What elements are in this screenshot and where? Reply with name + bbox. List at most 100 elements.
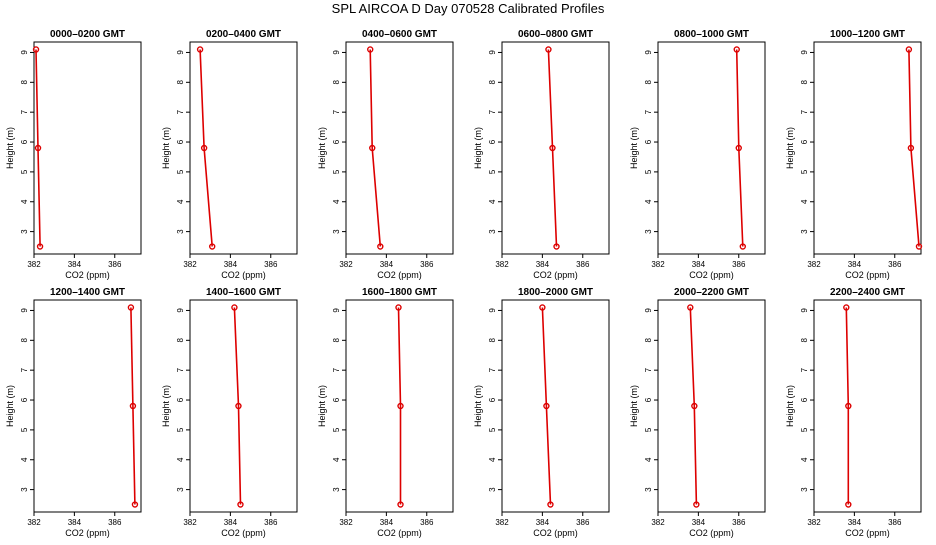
profile-line — [908, 49, 920, 247]
x-tick-label: 384 — [536, 518, 550, 527]
y-tick-label: 6 — [488, 397, 497, 402]
y-tick-label: 8 — [20, 338, 29, 343]
y-tick-label: 3 — [20, 487, 29, 492]
y-axis-label: Height (m) — [5, 127, 15, 169]
y-tick-label: 4 — [20, 199, 29, 204]
x-tick-label: 386 — [264, 260, 278, 269]
x-tick-label: 382 — [339, 260, 353, 269]
plot-frame — [813, 41, 922, 255]
x-tick-label: 386 — [420, 518, 434, 527]
x-tick-label: 382 — [651, 260, 665, 269]
plot-frame — [657, 299, 766, 513]
y-axis-label: Height (m) — [785, 385, 795, 427]
x-axis-label: CO2 (ppm) — [845, 528, 890, 538]
data-point — [395, 304, 402, 311]
profile-line — [845, 307, 850, 505]
data-point — [905, 46, 913, 53]
panel-title: 0000–0200 GMT — [50, 29, 125, 40]
x-tick-label: 384 — [224, 518, 238, 527]
data-point — [377, 243, 384, 250]
x-tick-label: 384 — [692, 260, 706, 269]
x-tick-label: 386 — [732, 518, 746, 527]
y-tick-label: 8 — [800, 80, 809, 85]
y-tick-label: 3 — [644, 487, 653, 492]
data-point — [691, 402, 698, 410]
data-point — [543, 402, 550, 410]
x-tick-label: 382 — [807, 518, 821, 527]
y-tick-label: 3 — [800, 487, 809, 492]
y-tick-label: 3 — [332, 229, 341, 234]
x-tick-label: 386 — [576, 260, 590, 269]
x-tick-label: 382 — [807, 260, 821, 269]
y-tick-label: 9 — [800, 50, 809, 55]
y-tick-label: 6 — [644, 139, 653, 144]
x-tick-label: 384 — [692, 518, 706, 527]
panel-title: 0800–1000 GMT — [674, 29, 749, 40]
panel-title: 1400–1600 GMT — [206, 287, 281, 298]
y-tick-label: 8 — [176, 80, 185, 85]
data-point — [687, 304, 694, 311]
x-tick-label: 386 — [576, 518, 590, 527]
y-tick-label: 5 — [644, 169, 653, 174]
y-tick-label: 5 — [332, 427, 341, 432]
y-tick-label: 5 — [644, 427, 653, 432]
y-tick-label: 8 — [176, 338, 185, 343]
x-tick-label: 386 — [888, 518, 902, 527]
y-axis-label: Height (m) — [5, 385, 15, 427]
y-tick-label: 9 — [488, 308, 497, 313]
data-point — [845, 402, 852, 410]
plot-frame — [501, 299, 610, 513]
y-axis-label: Height (m) — [161, 385, 171, 427]
y-tick-label: 5 — [800, 427, 809, 432]
x-axis-label: CO2 (ppm) — [845, 270, 890, 280]
y-tick-label: 9 — [20, 308, 29, 313]
y-tick-label: 8 — [644, 80, 653, 85]
y-axis-label: Height (m) — [629, 385, 639, 427]
profile-line — [199, 49, 213, 247]
y-axis-label: Height (m) — [629, 127, 639, 169]
x-axis-label: CO2 (ppm) — [377, 528, 422, 538]
data-point — [369, 144, 376, 152]
data-point — [547, 501, 554, 508]
data-point — [735, 144, 742, 152]
data-point — [915, 243, 923, 250]
data-point — [397, 501, 404, 508]
y-axis-label: Height (m) — [785, 127, 795, 169]
y-axis-label: Height (m) — [317, 385, 327, 427]
x-tick-label: 386 — [108, 260, 122, 269]
y-tick-label: 6 — [644, 397, 653, 402]
y-tick-label: 9 — [20, 50, 29, 55]
plot-frame — [189, 299, 298, 513]
profile-line — [130, 307, 136, 505]
y-tick-label: 3 — [332, 487, 341, 492]
y-tick-label: 8 — [488, 80, 497, 85]
y-tick-label: 8 — [644, 338, 653, 343]
x-tick-label: 384 — [68, 518, 82, 527]
data-point — [32, 46, 40, 53]
x-tick-label: 386 — [108, 518, 122, 527]
panel-title: 0600–0800 GMT — [518, 29, 593, 40]
y-tick-label: 6 — [332, 139, 341, 144]
plot-frame — [33, 299, 142, 513]
y-tick-label: 7 — [488, 109, 497, 114]
x-axis-label: CO2 (ppm) — [689, 528, 734, 538]
y-tick-label: 9 — [800, 308, 809, 313]
x-tick-label: 382 — [339, 518, 353, 527]
x-tick-label: 382 — [183, 518, 197, 527]
x-axis-label: CO2 (ppm) — [65, 528, 110, 538]
y-tick-label: 8 — [488, 338, 497, 343]
plot-frame — [189, 41, 298, 255]
profile-line — [547, 49, 558, 247]
plot-frame — [33, 41, 142, 255]
y-tick-label: 5 — [800, 169, 809, 174]
data-point — [545, 46, 552, 53]
y-tick-label: 9 — [644, 308, 653, 313]
